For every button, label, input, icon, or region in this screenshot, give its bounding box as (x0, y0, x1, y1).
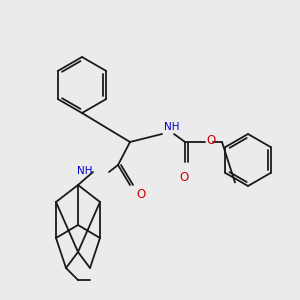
Text: NH: NH (77, 166, 93, 176)
Text: O: O (136, 188, 145, 201)
Text: NH: NH (164, 122, 179, 132)
Text: O: O (206, 134, 215, 148)
Text: O: O (179, 171, 189, 184)
